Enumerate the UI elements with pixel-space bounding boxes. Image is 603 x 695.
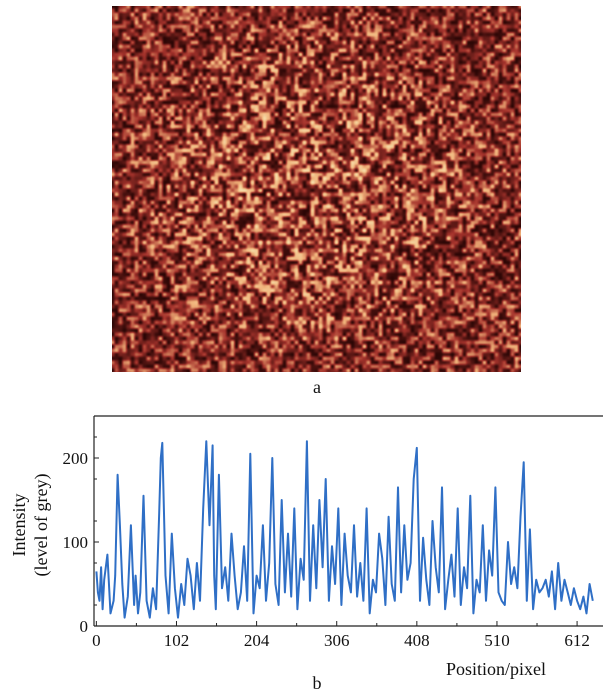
x-axis-title: Position/pixel xyxy=(446,659,546,679)
x-axis-ticks: 0 102 204 306 408 510 612 xyxy=(92,621,590,650)
axis-titles: Position/pixel Intensity (level of grey) xyxy=(9,474,546,679)
y-axis-title-line1: Intensity xyxy=(9,494,29,557)
y-tick-label: 0 xyxy=(80,617,89,636)
panel-label-a: a xyxy=(313,377,321,397)
x-tick-label: 0 xyxy=(92,631,101,650)
speckle-pattern-image xyxy=(112,6,521,372)
x-tick-label: 102 xyxy=(164,631,190,650)
series-layer xyxy=(95,440,594,619)
y-tick-label: 200 xyxy=(63,449,89,468)
panel-label-b: b xyxy=(312,673,322,693)
intensity-series-line xyxy=(95,440,594,619)
y-tick-label: 100 xyxy=(63,533,89,552)
x-tick-label: 510 xyxy=(484,631,510,650)
x-tick-label: 612 xyxy=(564,631,590,650)
x-tick-label: 204 xyxy=(244,631,270,650)
y-axis-title-line2: (level of grey) xyxy=(31,474,52,577)
intensity-profile-chart: 0 100 200 0 102 204 306 408 510 612 Position/pix… xyxy=(9,415,603,679)
y-axis-ticks: 0 100 200 xyxy=(63,436,99,636)
x-tick-label: 408 xyxy=(404,631,430,650)
x-tick-label: 306 xyxy=(324,631,350,650)
speckle-pattern-canvas xyxy=(112,6,521,372)
